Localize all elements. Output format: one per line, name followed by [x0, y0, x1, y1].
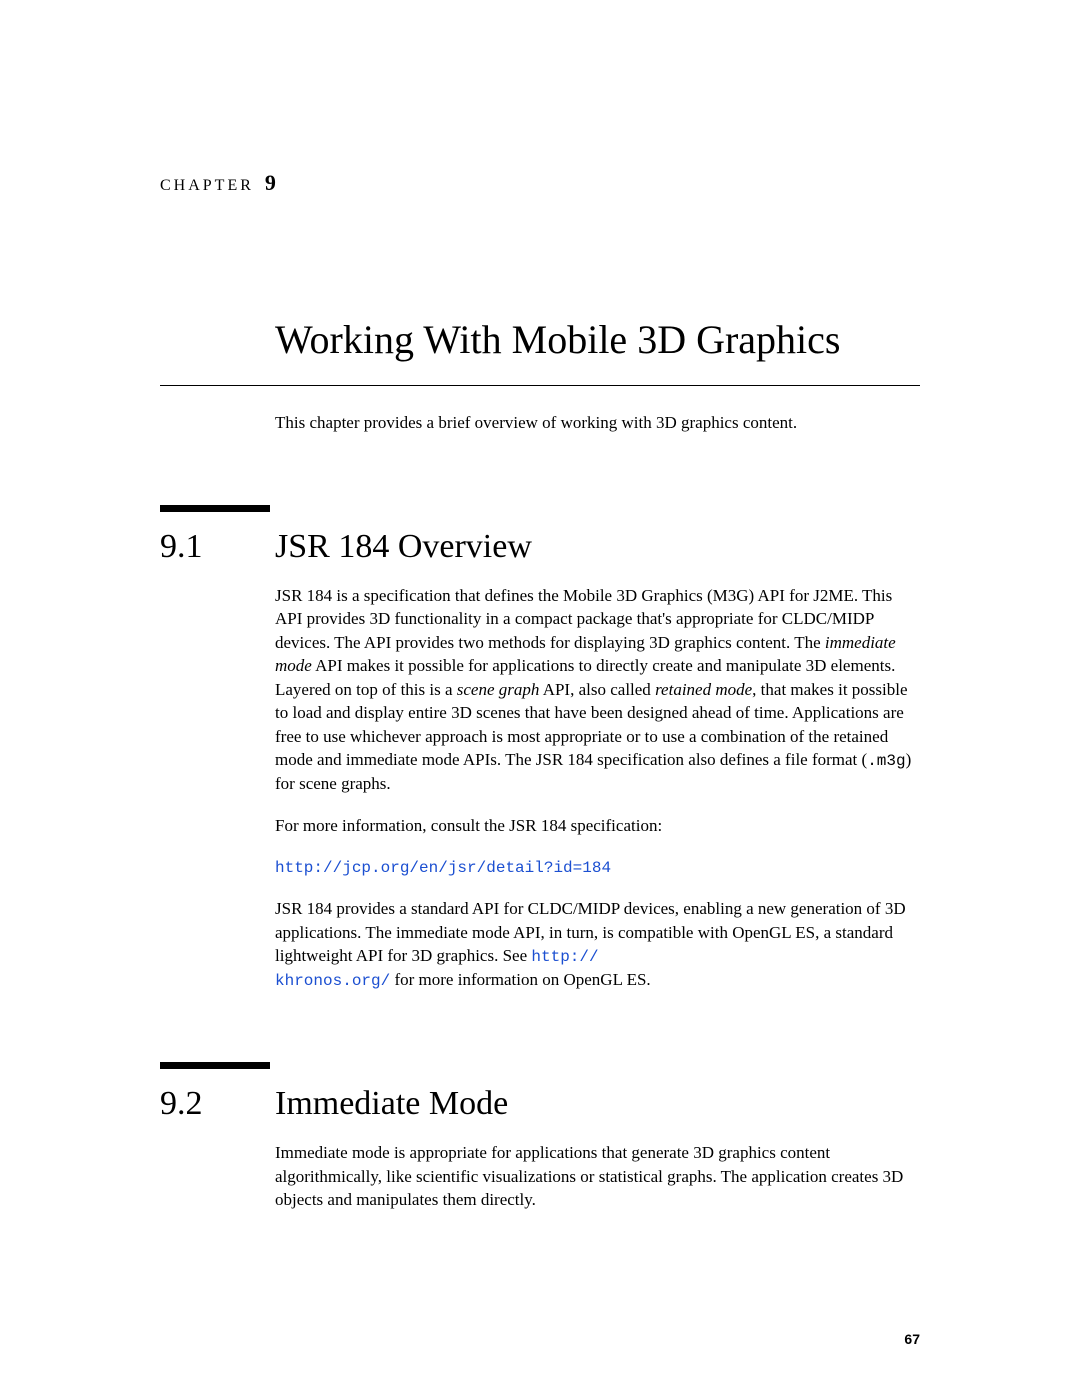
section-9-1: 9.1 JSR 184 Overview JSR 184 is a specif… [160, 505, 920, 992]
text: JSR 184 is a specification that defines … [275, 586, 892, 652]
chapter-label: CHAPTER [160, 177, 254, 194]
emphasis: scene graph [457, 680, 540, 699]
chapter-label-line: CHAPTER 9 [160, 170, 920, 196]
page-number: 67 [904, 1331, 920, 1347]
section-bar [160, 505, 270, 512]
section-header: 9.1 JSR 184 Overview [160, 505, 920, 566]
section-number-column: 9.1 [160, 505, 275, 566]
page: CHAPTER 9 Working With Mobile 3D Graphic… [0, 0, 1080, 1397]
title-rule [160, 385, 920, 386]
code: .m3g [867, 752, 905, 770]
emphasis: retained mode [655, 680, 752, 699]
paragraph: Immediate mode is appropriate for applic… [275, 1141, 920, 1211]
section-number: 9.1 [160, 528, 275, 566]
section-body: Immediate mode is appropriate for applic… [275, 1141, 920, 1211]
section-title: Immediate Mode [275, 1085, 508, 1123]
paragraph: JSR 184 provides a standard API for CLDC… [275, 897, 920, 992]
section-bar [160, 1062, 270, 1069]
chapter-title: Working With Mobile 3D Graphics [275, 316, 920, 363]
section-9-2: 9.2 Immediate Mode Immediate mode is app… [160, 1062, 920, 1211]
section-title: JSR 184 Overview [275, 528, 532, 566]
text: for more information on OpenGL ES. [390, 970, 650, 989]
section-header: 9.2 Immediate Mode [160, 1062, 920, 1123]
section-body: JSR 184 is a specification that defines … [275, 584, 920, 992]
section-number: 9.2 [160, 1085, 275, 1123]
paragraph: For more information, consult the JSR 18… [275, 814, 920, 837]
chapter-intro: This chapter provides a brief overview o… [275, 412, 920, 435]
section-number-column: 9.2 [160, 1062, 275, 1123]
khronos-link-part-b[interactable]: khronos.org/ [275, 972, 390, 990]
paragraph: JSR 184 is a specification that defines … [275, 584, 920, 796]
chapter-number: 9 [265, 170, 276, 195]
link-paragraph: http://jcp.org/en/jsr/detail?id=184 [275, 855, 920, 879]
text: API, also called [539, 680, 655, 699]
khronos-link-part-a[interactable]: http:// [531, 948, 598, 966]
jsr-link[interactable]: http://jcp.org/en/jsr/detail?id=184 [275, 859, 611, 877]
